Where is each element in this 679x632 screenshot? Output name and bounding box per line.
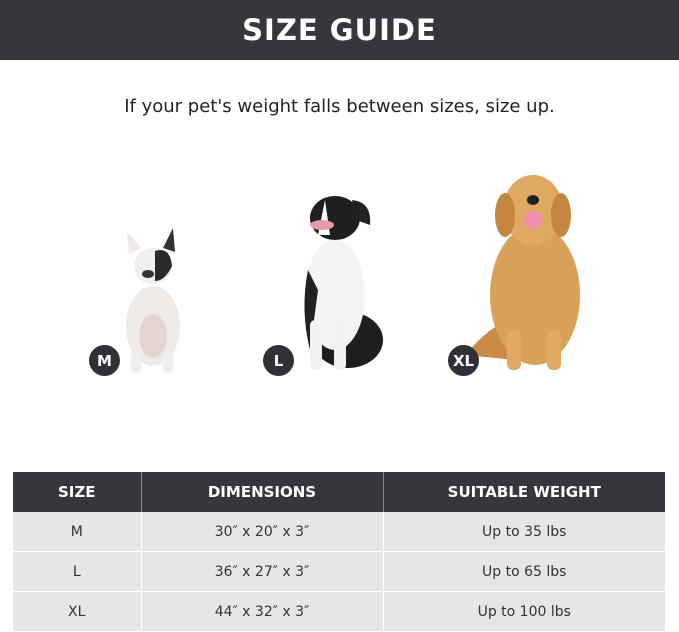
size-badge-l: L: [263, 345, 294, 376]
cell-size: XL: [13, 591, 142, 632]
cell-weight: Up to 100 lbs: [383, 591, 665, 632]
table-row: L 36″ x 27″ x 3″ Up to 65 lbs: [13, 551, 665, 592]
cell-dimensions: 36″ x 27″ x 3″: [141, 551, 384, 592]
size-badge-xl: XL: [448, 345, 479, 376]
cell-size: M: [13, 512, 142, 552]
golden-retriever-image: [465, 175, 580, 370]
size-table: SIZE DIMENSIONS SUITABLE WEIGHT M 30″ x …: [13, 472, 665, 632]
table-row: XL 44″ x 32″ x 3″ Up to 100 lbs: [13, 591, 665, 632]
cell-weight: Up to 65 lbs: [383, 551, 665, 592]
header-banner: SIZE GUIDE: [0, 0, 679, 60]
cell-size: L: [13, 551, 142, 592]
table-header-row: SIZE DIMENSIONS SUITABLE WEIGHT: [13, 472, 665, 512]
subtitle: If your pet's weight falls between sizes…: [124, 96, 555, 117]
cell-dimensions: 30″ x 20″ x 3″: [141, 512, 384, 552]
header-size: SIZE: [13, 472, 142, 512]
table-row: M 30″ x 20″ x 3″ Up to 35 lbs: [13, 512, 665, 552]
french-bulldog-image: [126, 228, 180, 373]
header-dimensions: DIMENSIONS: [141, 472, 384, 512]
cell-weight: Up to 35 lbs: [383, 512, 665, 552]
border-collie-image: [304, 196, 383, 370]
cell-dimensions: 44″ x 32″ x 3″: [141, 591, 384, 632]
header-suitable-weight: SUITABLE WEIGHT: [383, 472, 665, 512]
size-badge-m: M: [89, 345, 120, 376]
page-title: SIZE GUIDE: [242, 13, 437, 47]
